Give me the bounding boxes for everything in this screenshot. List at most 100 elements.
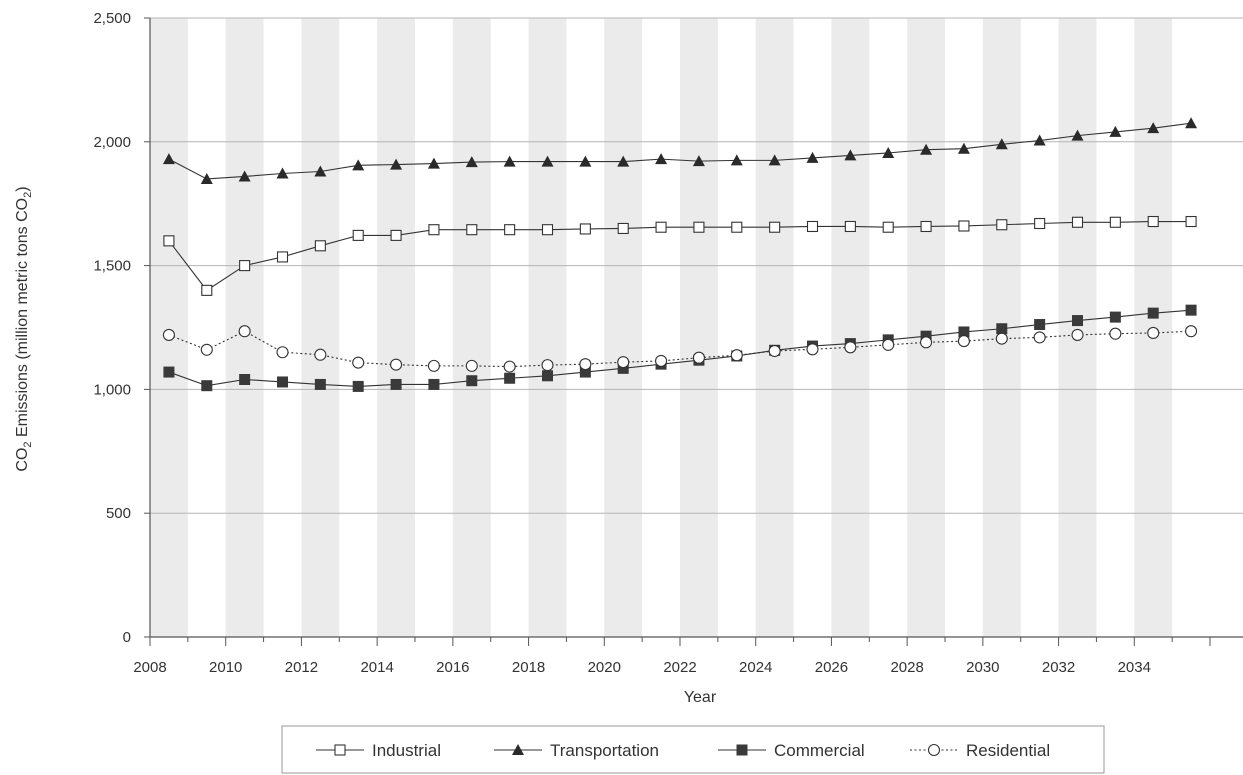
data-point <box>352 356 365 369</box>
y-tick-label: 2,000 <box>93 134 131 151</box>
data-point <box>1109 216 1121 228</box>
year-band <box>604 18 643 637</box>
data-point <box>920 143 933 155</box>
data-point <box>352 159 365 171</box>
data-point <box>768 154 781 166</box>
data-point <box>504 224 516 236</box>
data-point <box>277 376 288 388</box>
data-point <box>806 343 819 356</box>
data-point <box>200 343 213 356</box>
data-point <box>1147 326 1160 339</box>
year-band <box>907 18 945 637</box>
data-point <box>617 155 630 167</box>
year-band <box>150 18 188 637</box>
data-point <box>617 222 629 235</box>
data-point <box>1185 117 1198 129</box>
y-tick-label: 500 <box>106 505 131 522</box>
series-line <box>168 122 1192 180</box>
data-point <box>844 220 856 233</box>
y-tick-label: 1,500 <box>93 258 131 275</box>
legend-item-industrial: Industrial <box>316 741 441 760</box>
data-point <box>579 155 592 167</box>
data-point <box>920 220 932 233</box>
data-point <box>655 221 667 233</box>
legend-label: Industrial <box>372 741 441 760</box>
data-point <box>882 338 895 351</box>
data-point <box>276 346 289 359</box>
data-point <box>541 359 554 372</box>
year-band <box>680 18 718 637</box>
year-band <box>755 18 794 637</box>
data-point <box>1185 304 1197 316</box>
data-point <box>1109 125 1122 137</box>
data-point <box>465 156 478 168</box>
data-point <box>427 359 440 372</box>
data-point <box>201 284 213 296</box>
data-point <box>1147 215 1159 228</box>
series-transportation <box>162 117 1198 184</box>
y-axis-label-middle: Emissions (million metric tons CO <box>14 198 31 442</box>
year-band <box>301 18 340 637</box>
data-point <box>692 155 705 167</box>
data-point <box>730 349 743 362</box>
data-point <box>996 323 1008 335</box>
data-point <box>1034 217 1046 230</box>
data-point <box>162 328 175 341</box>
y-tick-label: 0 <box>123 629 131 646</box>
x-tick-label: 2032 <box>1042 659 1075 676</box>
legend-label: Transportation <box>550 741 659 760</box>
data-point <box>541 224 554 236</box>
data-point <box>844 149 857 161</box>
data-point <box>390 358 403 371</box>
data-point <box>806 151 819 163</box>
x-tick-label: 2030 <box>966 659 999 676</box>
data-point <box>503 155 516 167</box>
x-tick-label: 2026 <box>815 659 848 676</box>
year-band <box>831 18 870 637</box>
legend-marker <box>512 744 524 755</box>
series-line <box>168 309 1192 387</box>
legend-label: Residential <box>966 741 1050 760</box>
data-point <box>314 240 326 252</box>
data-point <box>995 138 1008 150</box>
data-point <box>239 373 251 385</box>
x-tick-label: 2020 <box>588 659 621 676</box>
data-point <box>920 336 933 349</box>
data-point <box>617 356 630 369</box>
data-point <box>390 229 402 241</box>
y-axis-label: CO2 Emissions (million metric tons CO2) <box>14 186 34 471</box>
series-line <box>168 220 1192 292</box>
x-tick-labels: 2008 2010 2012 2014 2016 2018 2020 2022 2024 2026… <box>133 659 1151 676</box>
series-residential <box>162 325 1198 373</box>
legend-item-transportation: Transportation <box>494 741 659 760</box>
data-point <box>1033 134 1046 146</box>
data-point <box>730 154 743 166</box>
data-point <box>957 335 970 348</box>
data-point <box>731 221 743 233</box>
y-tick-label: 2,500 <box>93 10 131 27</box>
data-point <box>692 351 705 364</box>
year-bands <box>150 18 1173 637</box>
data-point <box>996 219 1008 231</box>
x-tick-label: 2014 <box>360 659 393 676</box>
x-tick-label: 2034 <box>1118 659 1151 676</box>
data-point <box>428 378 440 390</box>
data-point <box>238 170 251 182</box>
year-band <box>528 18 567 637</box>
data-point <box>163 366 175 378</box>
data-point <box>314 348 327 361</box>
data-point <box>542 370 553 382</box>
data-point <box>693 221 705 233</box>
data-point <box>314 378 326 390</box>
legend-marker <box>736 744 748 756</box>
legend-item-commercial: Commercial <box>718 741 865 760</box>
data-point <box>1185 325 1198 338</box>
series-group <box>162 117 1198 392</box>
y-axis-label-prefix: CO <box>14 448 31 472</box>
legend-box <box>281 725 1105 774</box>
data-point <box>579 223 591 235</box>
data-point <box>465 359 478 372</box>
y-axis-label-subscript-1: 2 <box>22 441 34 447</box>
data-point <box>1185 215 1197 228</box>
data-point <box>238 325 251 338</box>
